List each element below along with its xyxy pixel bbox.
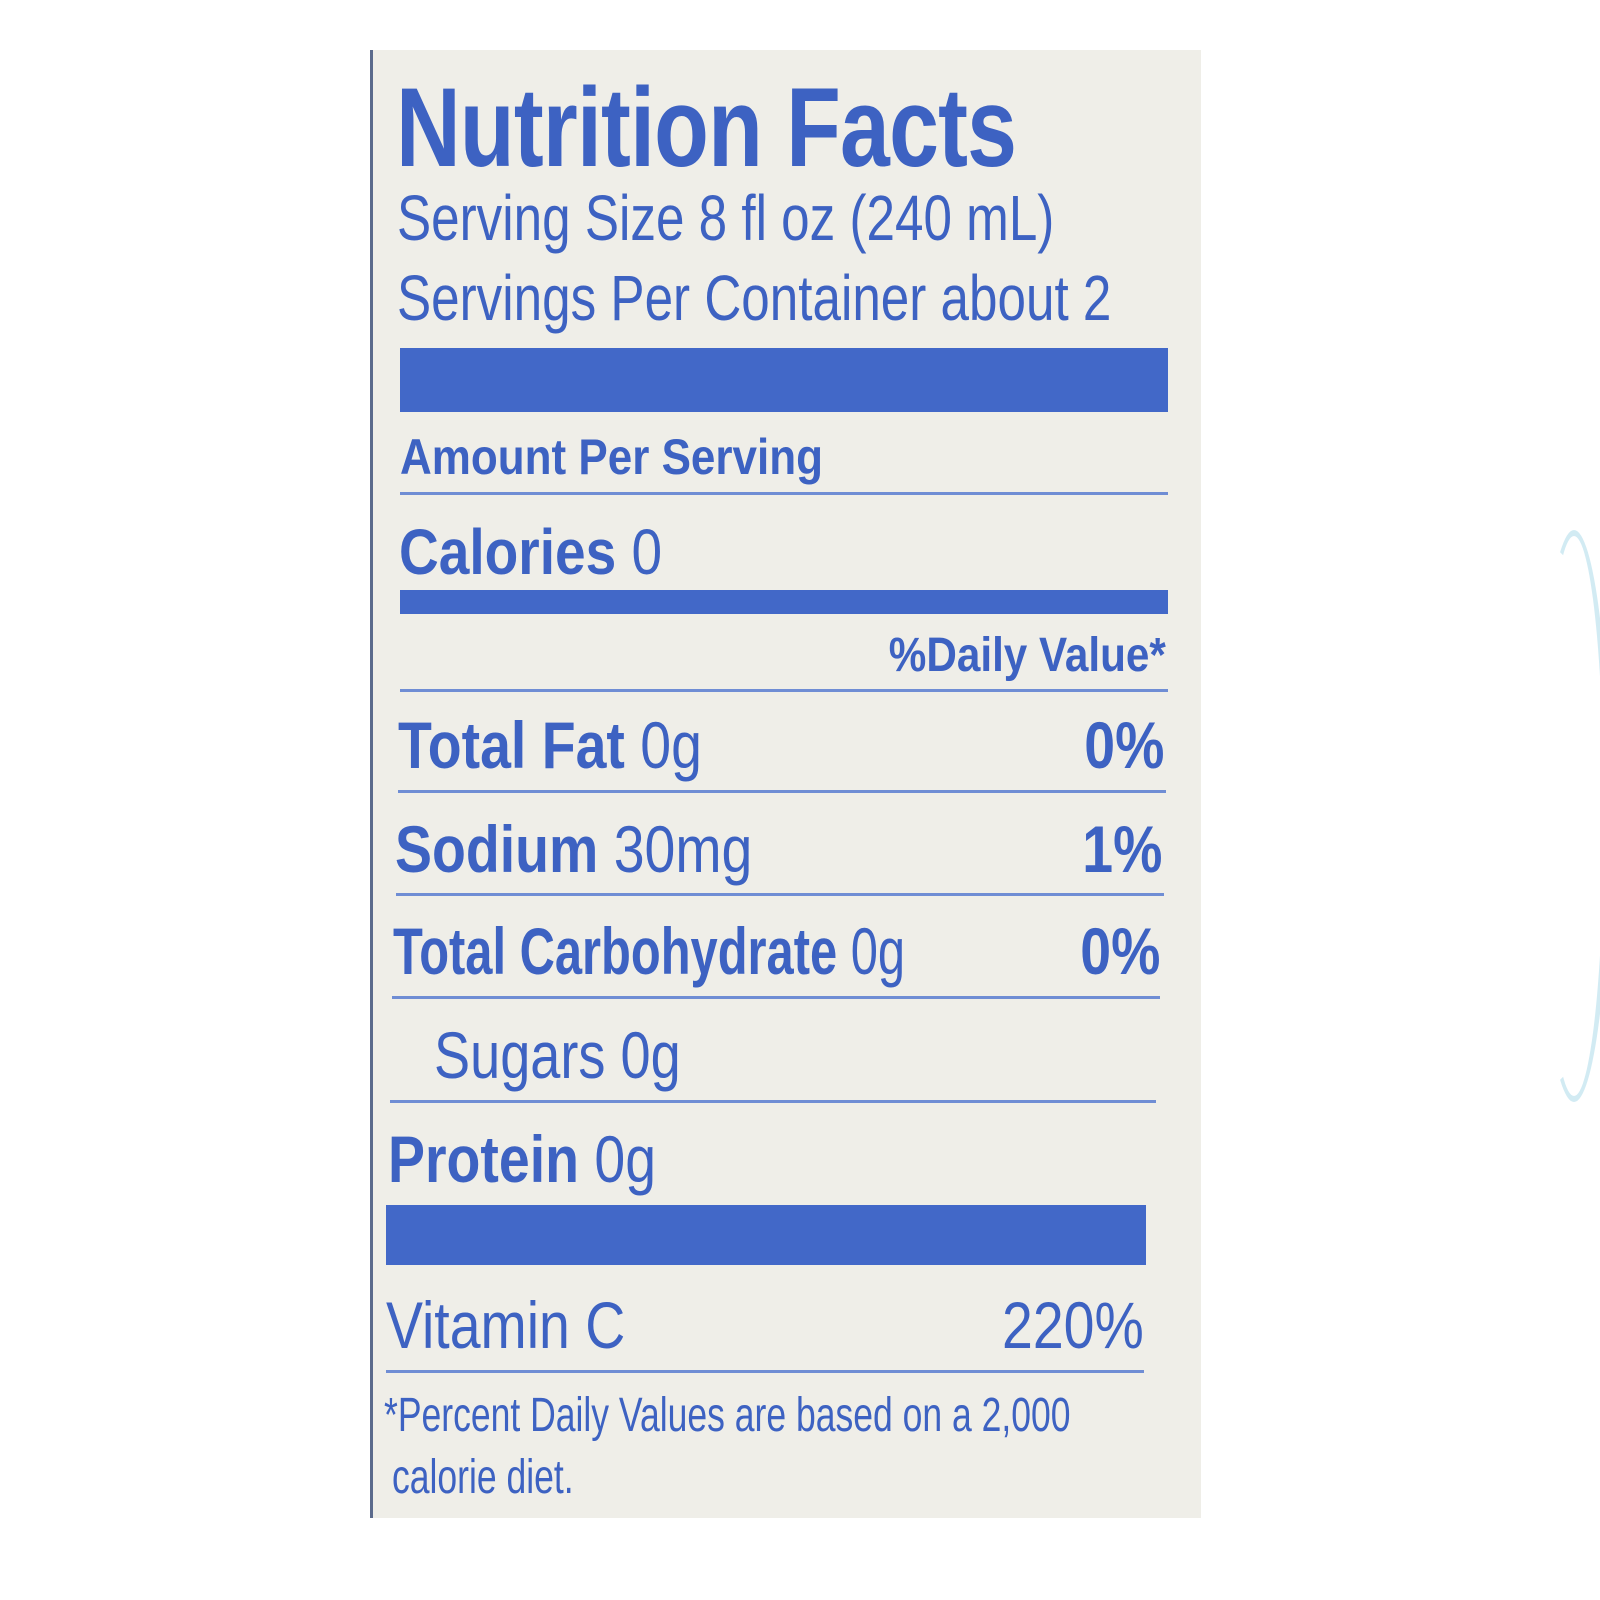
daily-value-header: %Daily Value*: [888, 629, 1166, 682]
nutrient-name: Total Carbohydrate: [393, 914, 838, 988]
calories-value: 0: [631, 516, 663, 588]
footnote-line-1: *Percent Daily Values are based on a 2,0…: [384, 1389, 1071, 1442]
servings-per-container: Servings Per Container about 2: [397, 262, 1112, 334]
amount-per-serving: Amount Per Serving: [400, 429, 823, 485]
calories-label: Calories: [399, 516, 617, 588]
vitamin-name: Vitamin C: [386, 1288, 626, 1362]
nutrient-amount: 0g: [620, 1018, 681, 1092]
nutrient-row-sodium: Sodium 30mg: [395, 816, 752, 882]
nutrient-amount: 0g: [850, 914, 906, 988]
divider: [400, 492, 1168, 495]
nutrient-dv: 0%: [1079, 914, 1160, 988]
medium-divider: [400, 590, 1168, 614]
divider: [392, 996, 1160, 999]
calories-row: Calories 0: [399, 520, 662, 584]
thick-divider: [400, 348, 1168, 412]
divider: [396, 893, 1164, 896]
nutrient-name: Sodium: [395, 812, 599, 886]
divider: [386, 1370, 1144, 1373]
nutrient-row-total-fat: Total Fat 0g: [398, 712, 702, 778]
nutrient-row-protein: Protein 0g: [388, 1126, 656, 1192]
footnote-line-2: calorie diet.: [392, 1451, 574, 1504]
label-title: Nutrition Facts: [396, 65, 1017, 190]
nutrient-name: Protein: [388, 1122, 579, 1196]
nutrient-amount: 0g: [640, 708, 702, 782]
background-swash: [1538, 530, 1600, 1102]
nutrient-name: Sugars: [434, 1018, 606, 1092]
vitamin-dv: 220%: [1002, 1288, 1144, 1362]
nutrition-label: [370, 50, 1600, 1518]
serving-size: Serving Size 8 fl oz (240 mL): [397, 182, 1055, 254]
nutrient-row-sugars: Sugars 0g: [434, 1022, 681, 1088]
thick-divider: [386, 1205, 1146, 1265]
divider: [398, 790, 1166, 793]
nutrient-dv: 1%: [1081, 812, 1162, 886]
nutrient-row-total-carbohydrate: Total Carbohydrate 0g: [393, 918, 905, 984]
nutrient-amount: 30mg: [613, 812, 753, 886]
divider: [400, 689, 1168, 692]
nutrient-dv: 0%: [1083, 708, 1164, 782]
divider: [390, 1100, 1156, 1103]
nutrient-name: Total Fat: [398, 708, 625, 782]
nutrient-amount: 0g: [594, 1122, 657, 1196]
